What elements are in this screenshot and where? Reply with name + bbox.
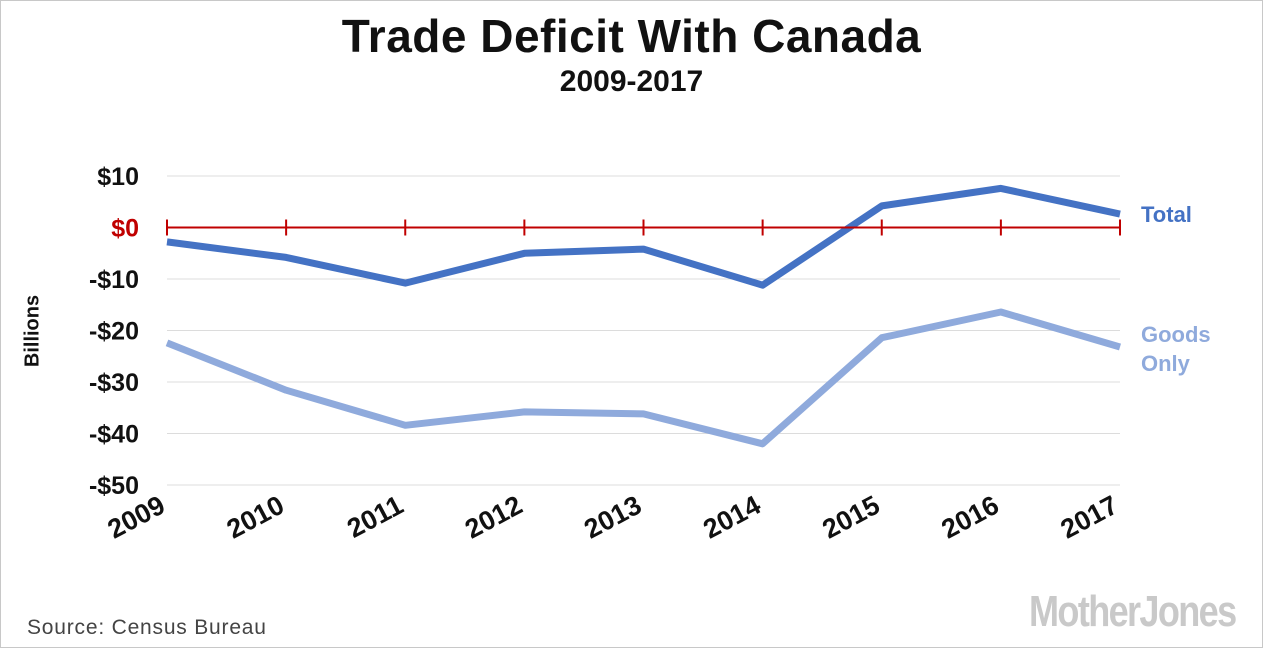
x-tick-label: 2011 [342,490,408,544]
chart-title: Trade Deficit With Canada [341,10,922,62]
x-tick-label: 2016 [937,490,1004,545]
legend-label-total: Total [1141,202,1192,227]
mother-jones-logo: MotherJones [1029,587,1237,636]
y-tick-label: $0 [111,215,139,243]
series-line [166,184,1121,289]
y-tick-label: -$10 [89,266,139,294]
x-tick-label: 2014 [698,490,765,545]
x-tick-label: 2017 [1056,490,1123,545]
x-tick-label: 2015 [817,490,884,545]
series-line [165,308,1121,448]
y-tick-label: -$20 [89,318,139,346]
source-note: Source: Census Bureau [27,616,267,639]
legend-label-line: Only [1141,351,1191,376]
x-tick-label: 2012 [460,490,527,545]
x-tick-label: 2013 [579,490,646,545]
chart-subtitle: 2009-2017 [559,65,704,98]
legend-label-goods-only: Goods Only [1141,322,1211,376]
y-tick-label: -$40 [89,421,139,449]
y-tick-label: -$30 [89,369,139,397]
x-tick-label: 2010 [222,490,289,545]
legend-label-line: Goods [1141,322,1211,347]
y-tick-label: -$50 [89,472,139,500]
y-tick-label: $10 [97,163,139,191]
